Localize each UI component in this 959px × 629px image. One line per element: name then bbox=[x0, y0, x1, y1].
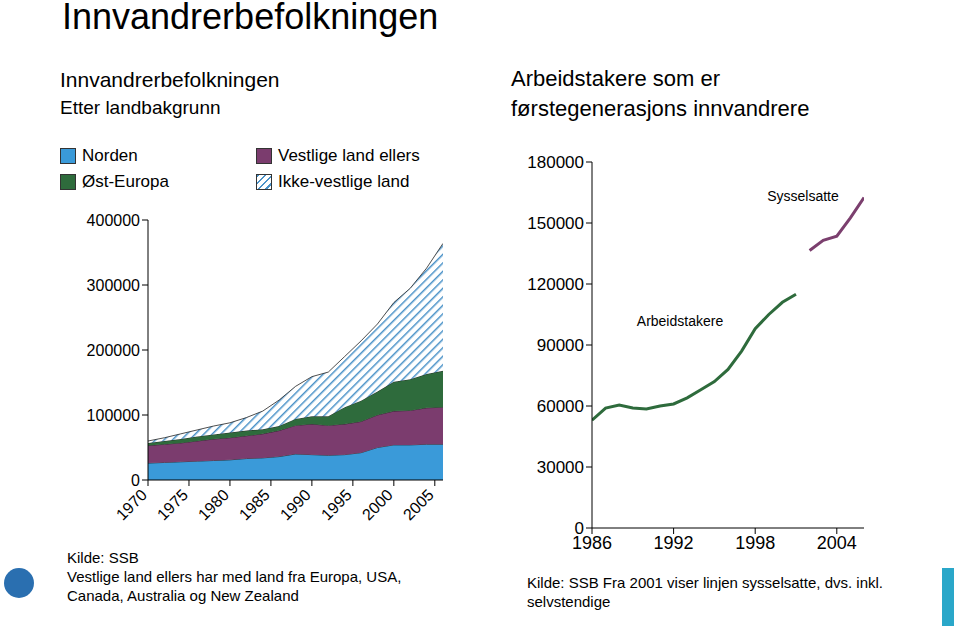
svg-text:90000: 90000 bbox=[537, 336, 584, 355]
svg-text:100000: 100000 bbox=[87, 407, 140, 424]
svg-text:1975: 1975 bbox=[154, 486, 191, 523]
svg-text:1980: 1980 bbox=[195, 486, 232, 523]
html-text:Etter landbakgrunn: Etter landbakgrunn bbox=[60, 97, 221, 118]
svg-text:2004: 2004 bbox=[817, 533, 857, 553]
html-text:Ikke-vestlige land: Ikke-vestlige land bbox=[278, 172, 410, 191]
svg-text:120000: 120000 bbox=[527, 275, 584, 294]
html-text:Vestlige land ellers har med l: Vestlige land ellers har med land fra Eu… bbox=[67, 568, 402, 604]
svg-text:Arbeidstakere: Arbeidstakere bbox=[637, 313, 724, 329]
svg-text:1998: 1998 bbox=[735, 533, 775, 553]
html-text:Kilde: SSB: Kilde: SSB bbox=[67, 549, 139, 566]
html-text:Kilde: SSB Fra 2001 viser linj: Kilde: SSB Fra 2001 viser linjen syssels… bbox=[527, 574, 883, 610]
svg-text:2005: 2005 bbox=[400, 486, 437, 523]
svg-text:1990: 1990 bbox=[277, 486, 314, 523]
html-text:Innvandrerbefolkningen: Innvandrerbefolkningen bbox=[60, 68, 280, 91]
svg-text:1995: 1995 bbox=[318, 486, 355, 523]
html-text:Vestlige land ellers: Vestlige land ellers bbox=[278, 146, 420, 165]
html-text:Øst-Europa: Øst-Europa bbox=[82, 172, 169, 191]
svg-text:0: 0 bbox=[575, 519, 584, 538]
svg-text:30000: 30000 bbox=[537, 458, 584, 477]
svg-text:1985: 1985 bbox=[236, 486, 273, 523]
svg-text:1992: 1992 bbox=[654, 533, 694, 553]
html-text:Arbeidstakere som er førstegen: Arbeidstakere som er førstegenerasjons i… bbox=[511, 66, 810, 121]
html-text:Norden: Norden bbox=[82, 146, 138, 165]
svg-text:0: 0 bbox=[131, 472, 140, 489]
svg-text:150000: 150000 bbox=[527, 214, 584, 233]
svg-text:200000: 200000 bbox=[87, 342, 140, 359]
svg-text:400000: 400000 bbox=[87, 212, 140, 229]
svg-text:Sysselsatte: Sysselsatte bbox=[767, 188, 839, 204]
svg-text:300000: 300000 bbox=[87, 277, 140, 294]
svg-text:180000: 180000 bbox=[527, 153, 584, 172]
svg-text:1986: 1986 bbox=[572, 532, 612, 553]
svg-text:2000: 2000 bbox=[359, 486, 396, 523]
svg-text:1970: 1970 bbox=[113, 486, 150, 523]
svg-text:60000: 60000 bbox=[537, 397, 584, 416]
